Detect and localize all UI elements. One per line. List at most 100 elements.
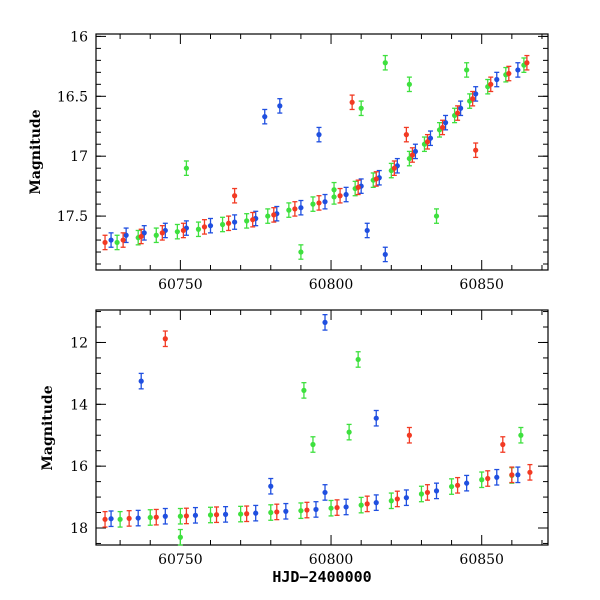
- data-point: [382, 246, 388, 263]
- data-point: [485, 470, 491, 487]
- data-point: [286, 202, 292, 218]
- data-marker: [322, 199, 328, 205]
- data-point: [250, 211, 256, 228]
- data-point: [494, 468, 500, 486]
- data-marker: [162, 513, 168, 519]
- x-tick-label: 60800: [309, 552, 354, 568]
- data-point: [141, 225, 147, 241]
- data-point: [406, 150, 412, 167]
- data-point: [201, 219, 208, 235]
- data-point: [394, 490, 400, 508]
- data-point: [225, 215, 232, 232]
- data-marker: [328, 505, 334, 511]
- data-marker: [391, 165, 397, 171]
- data-marker: [222, 511, 229, 517]
- data-point: [464, 474, 470, 492]
- data-point: [515, 466, 521, 484]
- top-panel: 60750 60800 60850 16 16.5 17 17.5 Magnitude: [28, 29, 549, 293]
- data-marker: [253, 510, 259, 516]
- data-marker: [433, 213, 440, 219]
- data-marker: [102, 239, 108, 246]
- data-point: [153, 508, 159, 526]
- data-marker: [232, 219, 238, 225]
- data-marker: [412, 148, 419, 155]
- data-point: [277, 98, 283, 114]
- data-point: [442, 114, 449, 131]
- data-marker: [180, 227, 186, 234]
- data-point: [147, 509, 153, 526]
- data-marker: [310, 441, 316, 448]
- data-marker: [195, 226, 202, 232]
- data-marker: [349, 99, 355, 105]
- data-marker: [409, 152, 415, 158]
- data-point: [427, 130, 434, 147]
- data-marker: [232, 193, 238, 199]
- data-marker: [424, 139, 431, 145]
- data-marker: [174, 229, 180, 235]
- top-panel-ylabel: Magnitude: [28, 109, 44, 194]
- data-marker: [177, 513, 183, 519]
- data-marker: [114, 239, 120, 246]
- y-tick-label: 18: [70, 521, 88, 537]
- data-point: [515, 62, 521, 78]
- data-marker: [135, 515, 141, 521]
- x-tick-label: 60850: [459, 552, 504, 568]
- data-point: [473, 142, 479, 159]
- data-marker: [406, 432, 412, 438]
- data-point: [310, 436, 316, 453]
- data-point: [391, 160, 397, 177]
- data-marker: [473, 91, 479, 97]
- data-marker: [244, 218, 250, 224]
- bottom-panel: 60750 60800 60850 12 14 16 18 Magnitude HJD−24…: [40, 309, 549, 586]
- data-point: [162, 330, 168, 348]
- data-marker: [488, 81, 494, 87]
- data-marker: [427, 135, 434, 141]
- data-marker: [485, 475, 491, 482]
- data-marker: [238, 511, 244, 517]
- data-marker: [138, 233, 144, 240]
- data-point: [322, 313, 328, 331]
- data-point: [488, 76, 494, 93]
- data-marker: [177, 534, 183, 540]
- data-point: [310, 196, 316, 212]
- data-point: [138, 228, 144, 245]
- x-tick-label: 60750: [158, 277, 203, 293]
- data-point: [298, 244, 304, 260]
- data-point: [268, 477, 274, 495]
- data-point: [527, 463, 533, 481]
- data-marker: [292, 206, 298, 212]
- data-marker: [117, 516, 123, 522]
- top-panel-ticks: 60750 60800 60850 16 16.5 17 17.5: [57, 29, 548, 293]
- data-marker: [364, 227, 370, 234]
- data-point: [120, 232, 126, 248]
- data-point: [138, 372, 144, 390]
- data-marker: [470, 96, 476, 102]
- data-marker: [337, 193, 343, 199]
- data-point: [331, 181, 337, 198]
- data-marker: [331, 187, 337, 193]
- data-point: [506, 65, 512, 82]
- data-point: [108, 232, 114, 248]
- data-point: [268, 504, 274, 521]
- data-point: [494, 71, 500, 88]
- data-point: [183, 507, 189, 525]
- data-marker: [343, 504, 349, 510]
- data-point: [207, 217, 214, 234]
- data-marker: [358, 502, 364, 508]
- data-point: [479, 471, 485, 489]
- data-point: [301, 382, 307, 399]
- data-marker: [358, 105, 364, 111]
- data-point: [298, 199, 304, 216]
- data-point: [271, 207, 277, 223]
- bottom-panel-data: [102, 313, 533, 546]
- data-point: [458, 100, 464, 117]
- data-marker: [271, 212, 277, 218]
- data-point: [455, 476, 461, 494]
- data-marker: [473, 147, 479, 153]
- data-point: [219, 216, 226, 233]
- data-point: [262, 108, 268, 125]
- data-marker: [527, 469, 533, 475]
- data-point: [403, 489, 409, 507]
- data-marker: [373, 500, 379, 506]
